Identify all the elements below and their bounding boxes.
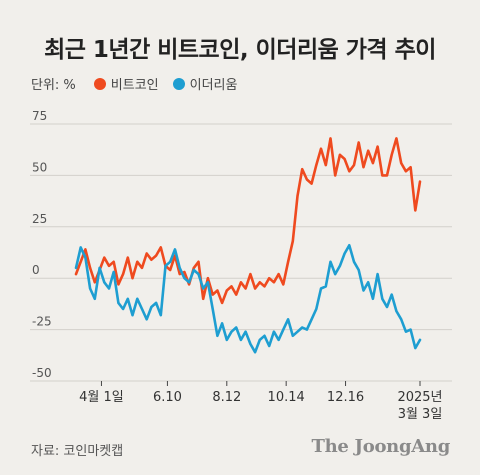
series-line-bitcoin (74, 137, 422, 305)
chart-title: 최근 1년간 비트코인, 이더리움 가격 추이 (44, 37, 436, 63)
x-tick-label: 12.16 (327, 390, 364, 405)
legend-item-ethereum: 이더리움 (172, 74, 238, 93)
x-tick-label: 2025년 (397, 390, 442, 405)
legend-label-bitcoin: 비트코인 (110, 78, 159, 93)
legend-dot-ethereum (172, 77, 185, 90)
y-tick-label: 0 (32, 263, 40, 277)
y-tick-label: -50 (32, 366, 52, 380)
x-tick-label: 3월 3일 (398, 407, 443, 422)
legend-item-bitcoin: 비트코인 (93, 74, 159, 93)
y-tick-label: 75 (32, 109, 47, 123)
series-line-ethereum (74, 244, 422, 354)
unit-label: 단위: % (31, 78, 76, 93)
x-tick-label: 8.12 (212, 390, 241, 405)
chart-legend: 단위: % 비트코인 이더리움 (31, 74, 251, 93)
source-note: 자료: 코인마켓캡 (31, 444, 124, 459)
x-tick-label: 6.10 (153, 390, 182, 405)
y-tick-label: 50 (32, 160, 47, 174)
legend-dot-bitcoin (93, 77, 106, 90)
brand-logo: The JoongAng (311, 436, 451, 457)
x-tick-label: 4월 1일 (79, 390, 124, 405)
legend-label-ethereum: 이더리움 (189, 78, 238, 93)
y-tick-label: -25 (32, 315, 52, 329)
x-tick-label: 10.14 (268, 390, 305, 405)
y-tick-label: 25 (32, 212, 47, 226)
